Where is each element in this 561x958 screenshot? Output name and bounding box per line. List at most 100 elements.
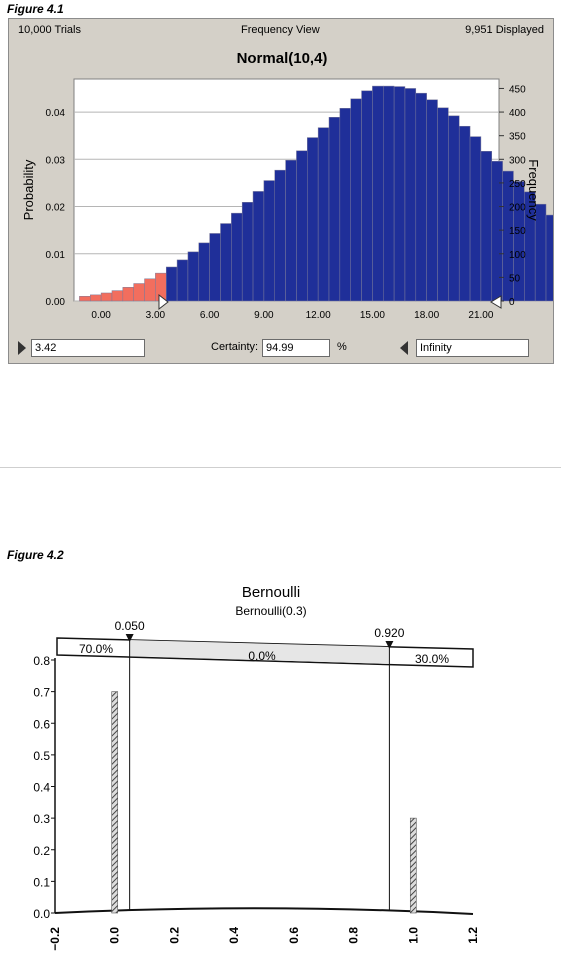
histogram-bar <box>372 85 384 302</box>
left-value-arrow-icon[interactable] <box>18 341 26 355</box>
y-tick-label: 0.02 <box>46 203 66 214</box>
histogram-bar <box>176 259 189 302</box>
y-tick-label: 0.00 <box>46 297 66 308</box>
right-grabber-handle[interactable] <box>490 295 502 309</box>
histogram-bar <box>469 136 482 302</box>
histogram-bar <box>545 214 553 302</box>
y2-tick-label: 400 <box>509 108 526 119</box>
histogram-bar <box>285 159 297 302</box>
histogram-bar <box>361 90 373 302</box>
histogram-bar <box>328 117 341 302</box>
histogram-bar <box>231 212 243 302</box>
marker-value-label: 0.050 <box>115 619 145 633</box>
y2-tick-label: 150 <box>509 226 526 237</box>
y-tick-label: 0.7 <box>33 686 50 700</box>
x-tick-label: 21.00 <box>468 310 493 321</box>
y2-tick-label: 300 <box>509 155 526 166</box>
chart-title: Bernoulli <box>242 584 300 601</box>
y2-tick-label: 250 <box>509 179 526 190</box>
y-tick-label: 0.2 <box>33 844 50 858</box>
band-middle-shade <box>129 640 390 664</box>
x-tick-label: 0.6 <box>287 927 301 944</box>
right-value-arrow-icon[interactable] <box>400 341 408 355</box>
left-value-field[interactable]: 3.42 <box>31 339 145 357</box>
histogram-bar <box>274 169 286 302</box>
histogram-bar <box>79 296 91 302</box>
histogram-bar <box>458 125 471 302</box>
y2-tick-label: 450 <box>509 84 526 95</box>
histogram-bar <box>393 86 406 302</box>
histogram-bar <box>307 137 319 302</box>
x-tick-label: 0.8 <box>347 927 361 944</box>
histogram-bar <box>220 223 232 302</box>
histogram-bar <box>296 150 308 302</box>
y-tick-label: 0.4 <box>33 781 50 795</box>
band-percent-label: 0.0% <box>248 649 276 663</box>
y2-tick-label: 350 <box>509 132 526 143</box>
marker-value-label: 0.920 <box>374 626 404 640</box>
histogram-bar <box>415 92 427 302</box>
histogram-bar <box>90 294 102 302</box>
probability-bar <box>409 817 417 914</box>
x-tick-label: 6.00 <box>200 310 220 321</box>
marker-triangle-icon[interactable] <box>125 634 134 642</box>
x-tick-label: −0.2 <box>48 927 62 951</box>
histogram-bar <box>100 292 113 302</box>
y2-tick-label: 0 <box>509 297 515 308</box>
figure-1-label: Figure 4.1 <box>7 2 64 16</box>
histogram-bar <box>426 99 438 302</box>
x-tick-label: 1.0 <box>406 927 420 944</box>
x-tick-label: 1.2 <box>466 927 480 944</box>
histogram-bar <box>317 127 330 302</box>
histogram-bar <box>122 287 134 302</box>
displayed-count: 9,951 Displayed <box>465 24 544 36</box>
x-tick-label: 12.00 <box>306 310 331 321</box>
x-axis <box>54 907 474 915</box>
y2-axis-label: Frequency <box>526 159 541 221</box>
x-tick-label: 18.00 <box>414 310 439 321</box>
y-tick-label: 0.8 <box>33 654 50 668</box>
histogram-bar <box>241 202 254 302</box>
right-value-field[interactable]: Infinity <box>416 339 529 357</box>
band-percent-label: 70.0% <box>79 642 113 656</box>
y-tick-label: 0.01 <box>46 250 66 261</box>
certainty-field[interactable]: 94.99 <box>262 339 330 357</box>
y-tick-label: 0.03 <box>46 155 66 166</box>
y-tick-label: 0.5 <box>33 749 50 763</box>
certainty-label: Certainty: <box>211 341 259 353</box>
section-divider <box>0 467 561 468</box>
histogram-bar <box>263 180 275 302</box>
chart-subtitle: Bernoulli(0.3) <box>235 604 306 618</box>
y-tick-label: 0.6 <box>33 717 50 731</box>
y-tick-label: 0.1 <box>33 875 50 889</box>
probability-bar <box>111 691 119 914</box>
histogram-bar <box>133 283 145 302</box>
histogram-bar <box>144 278 156 302</box>
histogram-bar <box>198 242 210 302</box>
histogram-bar <box>480 151 493 302</box>
frequency-chart-panel: 10,000 Trials Frequency View 9,951 Displ… <box>8 18 554 364</box>
histogram-bar <box>165 266 178 302</box>
x-tick-label: 0.2 <box>167 927 181 944</box>
x-tick-label: 3.00 <box>146 310 166 321</box>
histogram-bar <box>111 290 124 302</box>
histogram-bar <box>209 233 221 302</box>
bernoulli-chart: Bernoulli Bernoulli(0.3) 70.0% 0.0% 30.0% … <box>33 584 480 951</box>
histogram-bar <box>252 191 265 302</box>
marker-triangle-icon[interactable] <box>385 641 394 649</box>
histogram-bar <box>448 115 460 302</box>
x-tick-label: 0.4 <box>227 927 241 944</box>
left-grabber-handle[interactable] <box>158 293 169 311</box>
x-tick-label: 15.00 <box>360 310 385 321</box>
figure-2-label: Figure 4.2 <box>7 548 64 562</box>
y-tick-label: 0.3 <box>33 812 50 826</box>
y-tick-label: 0.04 <box>46 108 66 119</box>
frequency-chart: Normal(10,4) 0.00 0.01 0.02 0.03 0.04 0 50 100… <box>21 50 553 321</box>
histogram-bar <box>491 160 503 302</box>
x-tick-label: 0.0 <box>108 927 122 944</box>
y-tick-label: 0.0 <box>33 907 50 921</box>
histogram-bar <box>187 251 200 302</box>
certainty-percent-sign: % <box>337 341 347 353</box>
band-percent-label: 30.0% <box>415 652 449 666</box>
view-mode-label[interactable]: Frequency View <box>241 24 320 36</box>
